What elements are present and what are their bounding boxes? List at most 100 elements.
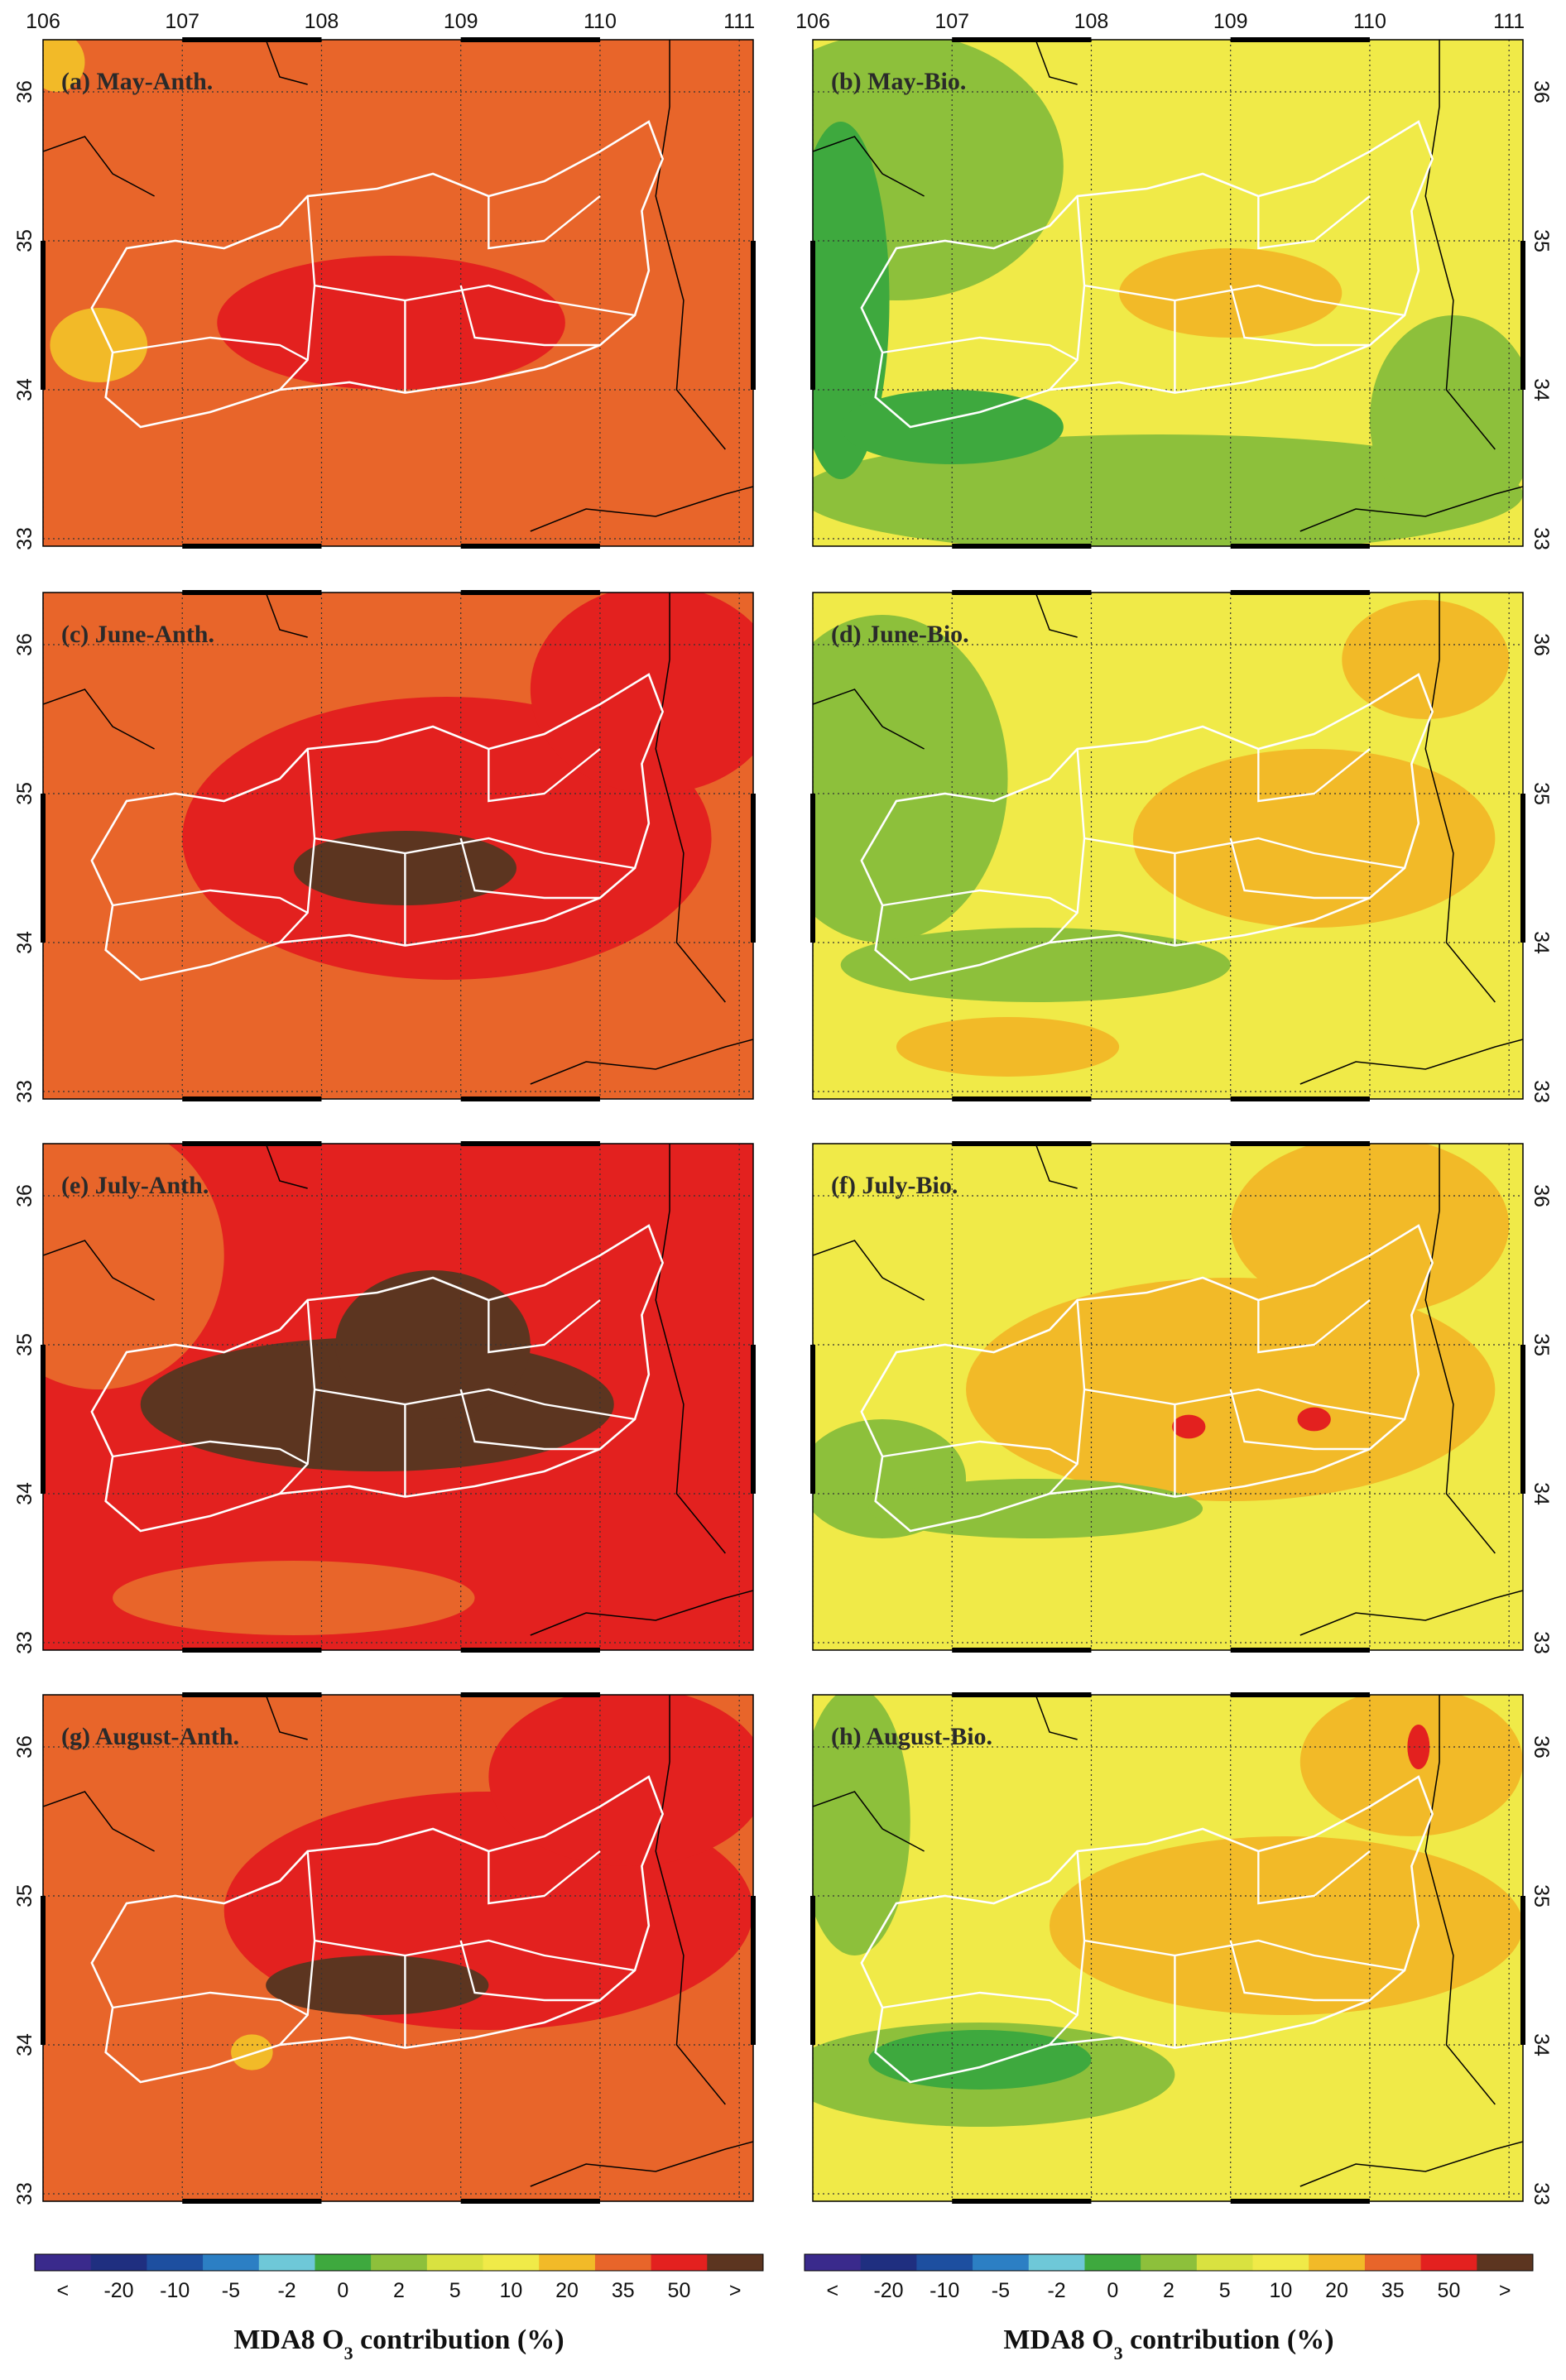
field-region-gold bbox=[43, 40, 85, 92]
outer-boundary-line bbox=[265, 1144, 308, 1189]
outer-boundary-line bbox=[43, 136, 155, 197]
latitude-tick-label: 33 bbox=[13, 2182, 36, 2205]
field-region-gold bbox=[1299, 1695, 1523, 1836]
outer-boundary-line bbox=[1424, 1695, 1496, 2105]
colorbar-label: 2 bbox=[393, 2279, 405, 2302]
admin-boundary-inner bbox=[459, 1389, 600, 1451]
latitude-tick-label: 35 bbox=[13, 1333, 36, 1356]
field-region-lightgreen bbox=[813, 434, 1523, 546]
colorbar-swatch bbox=[1084, 2254, 1141, 2271]
admin-boundary-inner bbox=[1083, 284, 1405, 317]
admin-boundary-inner bbox=[1049, 195, 1086, 391]
latitude-tick-label: 34 bbox=[1530, 378, 1553, 401]
colorbar-swatch bbox=[90, 2254, 147, 2271]
frame-ticks bbox=[810, 1692, 1525, 2204]
admin-boundary-inner bbox=[112, 1991, 309, 2017]
frame-ticks bbox=[41, 1141, 756, 1653]
admin-boundary-inner bbox=[314, 1939, 636, 1972]
admin-boundary-inner bbox=[314, 837, 636, 870]
colorbar-label: 10 bbox=[1269, 2279, 1292, 2302]
frame-ticks bbox=[810, 1141, 1525, 1653]
outer-boundary-line bbox=[1299, 2141, 1523, 2187]
gridlines bbox=[43, 1695, 753, 2201]
colorbar-title: MDA8 O3 contribution (%) bbox=[233, 2325, 564, 2363]
outer-boundary-line bbox=[265, 1695, 308, 1740]
colorbar-label: > bbox=[729, 2279, 742, 2302]
outer-boundary-line bbox=[813, 1240, 925, 1301]
admin-boundary-inner bbox=[112, 889, 309, 914]
admin-boundary-inner bbox=[1083, 1388, 1405, 1421]
outer-boundary-line bbox=[1424, 1144, 1496, 1554]
colorbar-swatch bbox=[371, 2254, 428, 2271]
latitude-tick-label: 33 bbox=[13, 527, 36, 550]
outer-boundary-line bbox=[1299, 486, 1523, 532]
outer-boundary-line bbox=[265, 40, 308, 85]
colorbar-swatch bbox=[1196, 2254, 1254, 2271]
latitude-tick-label: 36 bbox=[13, 1184, 36, 1207]
colorbar-swatch bbox=[860, 2254, 917, 2271]
admin-boundary-inner bbox=[112, 1440, 309, 1466]
longitude-tick-label: 110 bbox=[1353, 10, 1386, 33]
colorbar-label: -5 bbox=[992, 2279, 1010, 2302]
field-region-gold bbox=[231, 2034, 273, 2071]
admin-boundary bbox=[860, 1775, 1434, 2084]
admin-boundary-inner bbox=[488, 195, 601, 250]
field-region-red bbox=[1297, 1407, 1331, 1432]
outer-boundary-line bbox=[655, 1695, 726, 2105]
colorbar-label: 5 bbox=[1219, 2279, 1231, 2302]
colorbar-label: 0 bbox=[1107, 2279, 1118, 2302]
admin-boundary-inner bbox=[279, 748, 316, 943]
admin-boundary bbox=[860, 673, 1434, 981]
colorbar: < -20 -10 -5 -2 0 2 5 10 20 35 50 >MDA8 O3 contribut… bbox=[804, 2253, 1534, 2363]
contribution-field bbox=[813, 1695, 1523, 2201]
colorbar-label: < bbox=[827, 2279, 839, 2302]
admin-boundary-inner bbox=[488, 748, 601, 803]
admin-boundary-inner bbox=[112, 336, 309, 362]
panel-title: (c) June-Anth. bbox=[61, 621, 214, 648]
field-region-red bbox=[1407, 1725, 1430, 1769]
admin-boundary-inner bbox=[1049, 1299, 1086, 1495]
contribution-field bbox=[43, 40, 753, 546]
admin-boundary-inner bbox=[279, 195, 316, 391]
colorbar-title: MDA8 O3 contribution (%) bbox=[1003, 2325, 1333, 2363]
latitude-tick-label: 33 bbox=[1530, 2182, 1553, 2205]
field-region-lightgreen bbox=[813, 1695, 910, 1955]
colorbar-swatch bbox=[35, 2254, 92, 2271]
colorbar-label: -20 bbox=[873, 2279, 903, 2302]
colorbar-label: 0 bbox=[337, 2279, 348, 2302]
map-panel-d: (d) June-Bio. 33 34 35 36 bbox=[810, 590, 1553, 1103]
panel-title: (e) July-Anth. bbox=[61, 1172, 209, 1199]
colorbar-swatch bbox=[483, 2254, 540, 2271]
outer-boundary-line bbox=[1299, 1590, 1523, 1636]
longitude-tick-label: 107 bbox=[165, 10, 199, 33]
gridlines bbox=[43, 593, 753, 1099]
panel-title: (g) August-Anth. bbox=[61, 1723, 239, 1750]
frame-ticks bbox=[810, 590, 1525, 1101]
colorbar-label: -10 bbox=[160, 2279, 190, 2302]
latitude-tick-label: 35 bbox=[1530, 782, 1553, 805]
admin-boundary-inner bbox=[1257, 1299, 1371, 1354]
field-region-gold bbox=[1342, 600, 1510, 719]
admin-boundary-inner bbox=[314, 1388, 636, 1421]
admin-boundary-inner bbox=[279, 1299, 316, 1495]
latitude-tick-label: 35 bbox=[13, 782, 36, 805]
colorbar-swatch bbox=[1420, 2254, 1477, 2271]
latitude-tick-label: 33 bbox=[13, 1631, 36, 1654]
outer-boundary-line bbox=[813, 1791, 925, 1852]
latitude-tick-label: 34 bbox=[13, 1482, 36, 1505]
outer-boundary-line bbox=[530, 486, 753, 532]
contribution-field bbox=[813, 593, 1523, 1099]
outer-boundary-line bbox=[43, 1791, 155, 1852]
latitude-tick-label: 36 bbox=[1530, 633, 1553, 656]
map-panel-g: (g) August-Anth. 33 34 35 36 bbox=[13, 1692, 756, 2205]
colorbar-label: 20 bbox=[555, 2279, 579, 2302]
longitude-tick-label: 107 bbox=[934, 10, 969, 33]
colorbar-label: 20 bbox=[1325, 2279, 1348, 2302]
admin-boundary-inner bbox=[488, 1850, 601, 1905]
gridlines bbox=[43, 1144, 753, 1650]
admin-boundary-inner bbox=[1083, 1939, 1405, 1972]
colorbar-label: 2 bbox=[1163, 2279, 1174, 2302]
field-region-lightgreen bbox=[1369, 315, 1523, 524]
gridlines bbox=[813, 593, 1523, 1099]
outer-boundary-line bbox=[1035, 40, 1078, 85]
